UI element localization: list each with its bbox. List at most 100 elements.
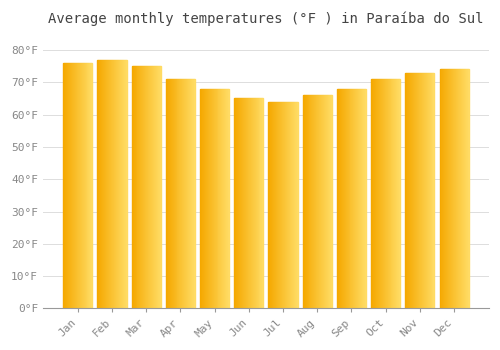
Bar	[66, 63, 67, 308]
Bar	[449, 69, 450, 308]
Bar	[302, 95, 304, 308]
Bar	[172, 79, 174, 308]
Bar	[105, 60, 106, 308]
Bar	[337, 89, 338, 308]
Bar	[78, 63, 80, 308]
Bar	[317, 95, 318, 308]
Bar	[112, 60, 113, 308]
Bar	[381, 79, 382, 308]
Bar	[188, 79, 189, 308]
Bar	[218, 89, 220, 308]
Bar	[388, 79, 390, 308]
Bar	[282, 102, 283, 308]
Bar	[145, 66, 146, 308]
Bar	[329, 95, 330, 308]
Bar	[64, 63, 65, 308]
Bar	[380, 79, 381, 308]
Bar	[191, 79, 192, 308]
Bar	[376, 79, 377, 308]
Bar	[142, 66, 144, 308]
Bar	[270, 102, 272, 308]
Bar	[205, 89, 206, 308]
Bar	[461, 69, 462, 308]
Bar	[220, 89, 222, 308]
Bar	[444, 69, 446, 308]
Bar	[341, 89, 342, 308]
Bar	[310, 95, 312, 308]
Bar	[228, 89, 229, 308]
Bar	[156, 66, 157, 308]
Bar	[116, 60, 117, 308]
Bar	[180, 79, 182, 308]
Bar	[146, 66, 147, 308]
Bar	[321, 95, 322, 308]
Bar	[420, 72, 421, 308]
Bar	[274, 102, 276, 308]
Bar	[247, 98, 248, 308]
Bar	[169, 79, 170, 308]
Bar	[71, 63, 72, 308]
Bar	[454, 69, 455, 308]
Bar	[330, 95, 331, 308]
Bar	[412, 72, 413, 308]
Bar	[352, 89, 354, 308]
Bar	[251, 98, 252, 308]
Bar	[144, 66, 145, 308]
Bar	[209, 89, 210, 308]
Bar	[423, 72, 424, 308]
Bar	[378, 79, 379, 308]
Bar	[246, 98, 247, 308]
Bar	[354, 89, 356, 308]
Bar	[411, 72, 412, 308]
Bar	[104, 60, 105, 308]
Bar	[63, 63, 64, 308]
Bar	[194, 79, 195, 308]
Bar	[390, 79, 392, 308]
Bar	[344, 89, 346, 308]
Bar	[240, 98, 241, 308]
Bar	[414, 72, 415, 308]
Bar	[238, 98, 239, 308]
Bar	[216, 89, 218, 308]
Bar	[392, 79, 394, 308]
Bar	[322, 95, 323, 308]
Bar	[386, 79, 388, 308]
Bar	[338, 89, 339, 308]
Bar	[249, 98, 250, 308]
Bar	[422, 72, 423, 308]
Bar	[155, 66, 156, 308]
Bar	[276, 102, 277, 308]
Bar	[149, 66, 150, 308]
Bar	[192, 79, 193, 308]
Bar	[360, 89, 361, 308]
Bar	[201, 89, 202, 308]
Bar	[308, 95, 310, 308]
Bar	[453, 69, 454, 308]
Bar	[258, 98, 260, 308]
Bar	[168, 79, 169, 308]
Bar	[115, 60, 116, 308]
Bar	[84, 63, 86, 308]
Bar	[340, 89, 341, 308]
Bar	[234, 98, 236, 308]
Bar	[450, 69, 451, 308]
Bar	[174, 79, 176, 308]
Bar	[200, 89, 229, 308]
Bar	[406, 72, 408, 308]
Bar	[399, 79, 400, 308]
Bar	[237, 98, 238, 308]
Bar	[446, 69, 448, 308]
Bar	[286, 102, 287, 308]
Bar	[288, 102, 289, 308]
Bar	[316, 95, 317, 308]
Bar	[413, 72, 414, 308]
Bar	[70, 63, 71, 308]
Bar	[202, 89, 203, 308]
Bar	[410, 72, 411, 308]
Bar	[318, 95, 319, 308]
Bar	[371, 79, 400, 308]
Bar	[460, 69, 461, 308]
Bar	[207, 89, 208, 308]
Bar	[268, 102, 270, 308]
Bar	[314, 95, 316, 308]
